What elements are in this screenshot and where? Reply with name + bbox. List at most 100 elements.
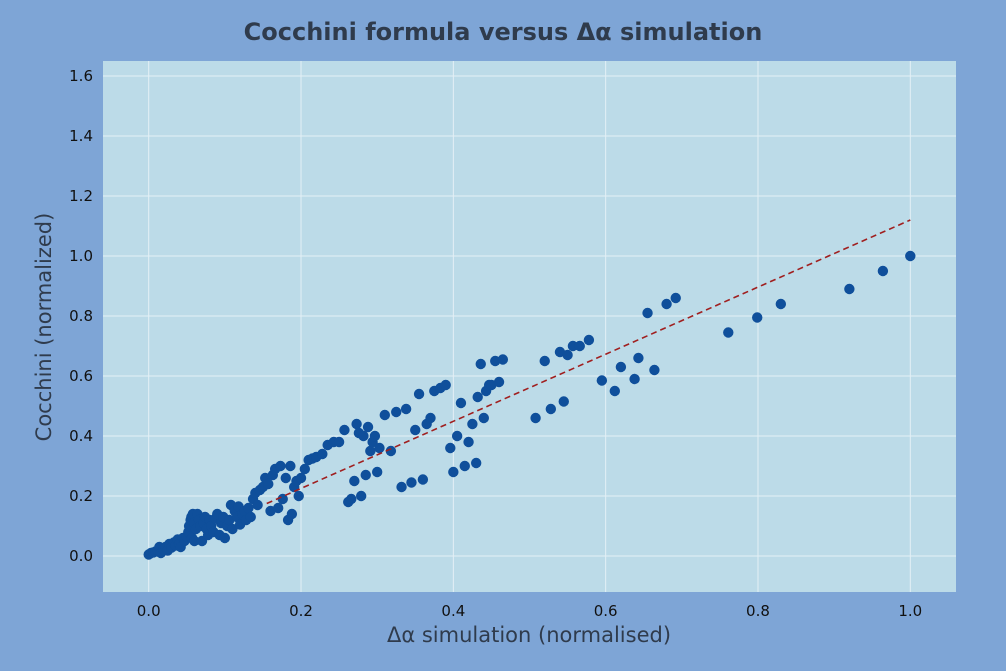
scatter-point [317, 448, 328, 460]
scatter-point [362, 421, 374, 433]
scatter-point [275, 460, 286, 472]
x-tick-label: 0.0 [137, 602, 161, 620]
scatter-point [583, 334, 595, 346]
scatter-point [280, 472, 291, 484]
scatter-point [227, 523, 238, 535]
chart-title: Cocchini formula versus Δα simulation [244, 18, 763, 46]
scatter-point [406, 477, 417, 488]
tick-labels: 0.0 0.2 0.4 0.6 0.8 1.0 0.0 0.2 0.4 0.6 0.8 1.0 1.2 1… [69, 67, 922, 620]
scatter-point [245, 511, 256, 523]
scatter-point [391, 406, 402, 418]
scatter-point [467, 418, 478, 430]
scatter-point [445, 442, 456, 454]
scatter-point [277, 493, 288, 505]
scatter-point [369, 430, 381, 442]
y-tick-label: 0.0 [69, 547, 93, 565]
scatter-point [775, 298, 787, 310]
scatter-point [374, 442, 385, 454]
y-tick-label: 1.2 [69, 187, 93, 205]
x-tick-label: 0.8 [746, 602, 770, 620]
scatter-point [539, 355, 550, 367]
scatter-point [263, 478, 274, 490]
fit-line [266, 219, 911, 505]
scatter-point [596, 375, 608, 386]
scatter-point [530, 412, 541, 424]
scatter-point [451, 430, 463, 442]
y-tick-label: 1.4 [69, 127, 93, 145]
y-tick-label: 1.6 [69, 67, 93, 85]
x-tick-label: 1.0 [898, 602, 922, 620]
y-tick-label: 0.4 [69, 427, 93, 445]
scatter-point [396, 481, 407, 493]
scatter-point [417, 474, 429, 485]
grid-lines [103, 61, 956, 592]
y-tick-label: 0.2 [69, 487, 93, 505]
scatter-point [609, 385, 620, 397]
y-tick-label: 0.6 [69, 367, 93, 385]
scatter-point [293, 490, 304, 502]
scatter-point [286, 508, 298, 520]
x-tick-label: 0.4 [441, 602, 465, 620]
scatter-point [272, 502, 284, 514]
scatter-point [545, 403, 557, 415]
scatter-point [478, 412, 490, 424]
scatter-point [371, 466, 383, 478]
fit-line-layer [266, 219, 911, 505]
scatter-point [448, 466, 459, 478]
scatter-point [339, 424, 350, 436]
scatter-point [844, 283, 855, 295]
scatter-point [475, 358, 486, 370]
x-axis-title: Δα simulation (normalised) [387, 623, 671, 647]
scatter-point [252, 499, 263, 511]
scatter-point [379, 409, 390, 421]
scatter-point [642, 307, 653, 319]
scatter-point [905, 250, 916, 262]
x-tick-label: 0.2 [289, 602, 313, 620]
scatter-point [752, 312, 763, 323]
scatter-point [670, 292, 681, 304]
scatter-point [365, 445, 376, 457]
y-tick-label: 0.8 [69, 307, 93, 325]
scatter-point [470, 457, 482, 469]
scatter-point [455, 397, 467, 409]
scatter-point [472, 391, 483, 403]
x-tick-label: 0.6 [594, 602, 618, 620]
scatter-point [562, 349, 573, 361]
scatter-point [333, 436, 345, 448]
scatter-point [615, 361, 627, 373]
scatter-point [346, 493, 357, 505]
scatter-point [358, 430, 369, 442]
scatter-point [385, 445, 397, 457]
scatter-point [497, 354, 509, 365]
y-tick-label: 1.0 [69, 247, 93, 265]
scatter-point [459, 460, 470, 472]
scatter-point [463, 436, 474, 448]
scatter-point [574, 340, 585, 352]
scatter-point [629, 373, 640, 385]
scatter-point [425, 412, 436, 424]
scatter-point [299, 463, 311, 475]
scatter-point [877, 265, 889, 277]
scatter-point [493, 376, 505, 388]
scatter-point [558, 396, 569, 407]
scatter-point [355, 490, 367, 502]
scatter-point [360, 469, 371, 481]
scatter-point [649, 364, 660, 376]
y-axis-title: Cocchini (normalized) [32, 213, 56, 442]
scatter-point [661, 298, 672, 310]
scatter-point [351, 418, 362, 430]
scatter-point [440, 379, 451, 391]
scatter-point [295, 472, 307, 484]
scatter-point [219, 532, 231, 544]
scatter-point [723, 327, 734, 338]
scatter-point [243, 502, 254, 514]
scatter-point [349, 475, 360, 487]
plot-area [103, 61, 956, 592]
scatter-point [410, 424, 421, 436]
scatter-point [413, 388, 425, 400]
data-points [143, 250, 916, 560]
scatter-point [633, 352, 644, 364]
scatter-point [285, 460, 296, 472]
